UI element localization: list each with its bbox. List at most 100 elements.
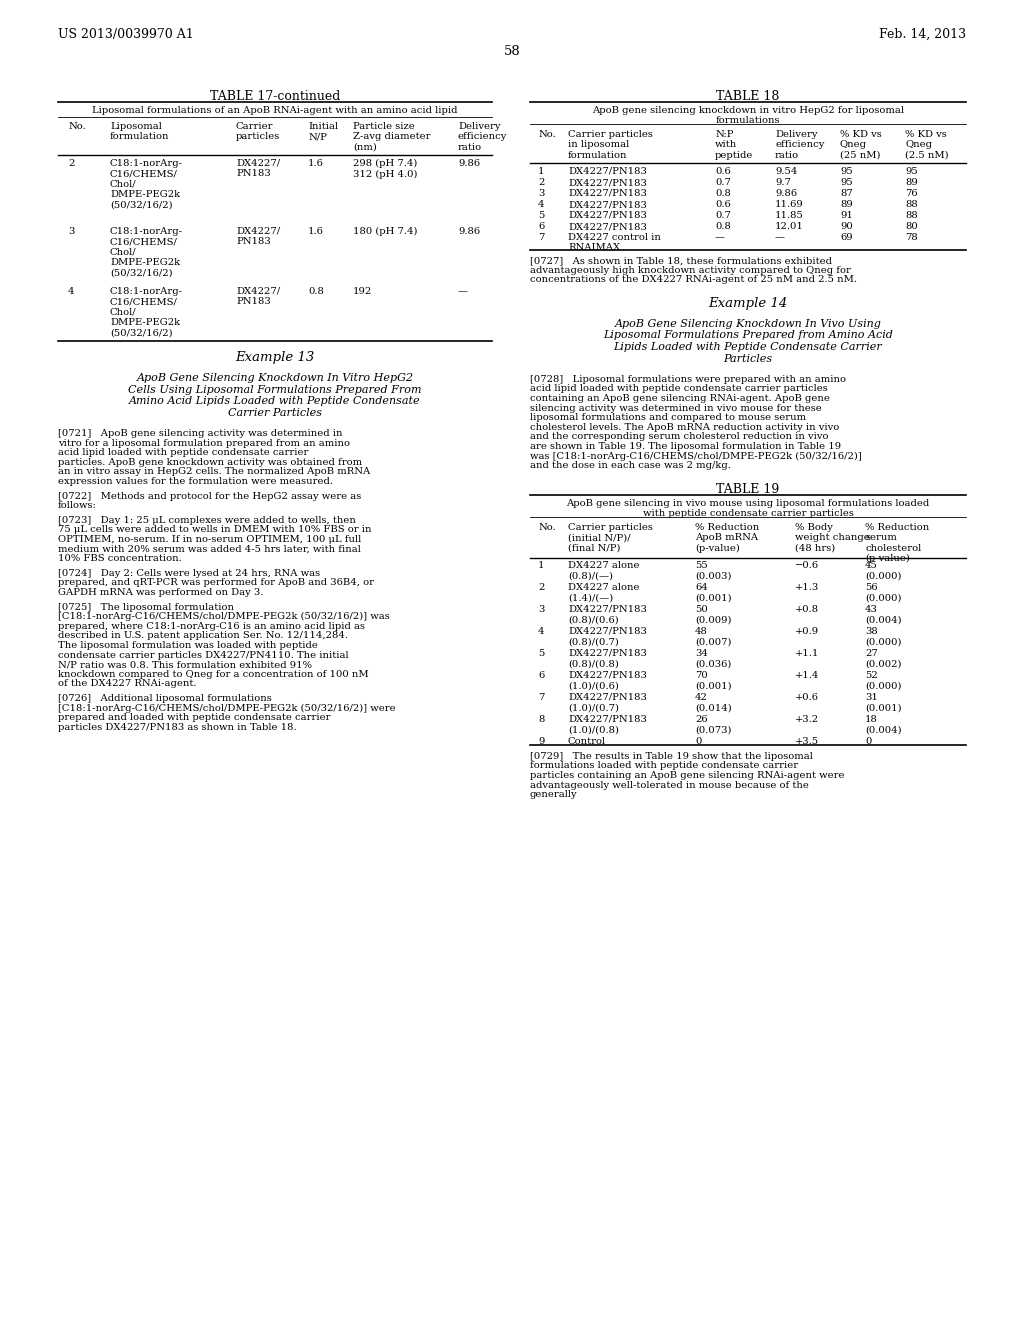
Text: % Body
weight change
(48 hrs): % Body weight change (48 hrs)	[795, 523, 869, 553]
Text: —: —	[715, 234, 725, 242]
Text: DX4227 alone
(0.8)/(—): DX4227 alone (0.8)/(—)	[568, 561, 640, 581]
Text: 0.8: 0.8	[308, 286, 324, 296]
Text: −0.6: −0.6	[795, 561, 819, 570]
Text: +0.9: +0.9	[795, 627, 819, 636]
Text: +1.4: +1.4	[795, 671, 819, 680]
Text: Carrier particles
in liposomal
formulation: Carrier particles in liposomal formulati…	[568, 129, 653, 160]
Text: Example 14: Example 14	[709, 297, 787, 310]
Text: 80: 80	[905, 222, 918, 231]
Text: +3.2: +3.2	[795, 715, 819, 723]
Text: 42
(0.014): 42 (0.014)	[695, 693, 732, 713]
Text: 4: 4	[538, 627, 545, 636]
Text: 1: 1	[538, 561, 545, 570]
Text: Carrier particles
(initial N/P)/
(final N/P): Carrier particles (initial N/P)/ (final …	[568, 523, 653, 553]
Text: % KD vs
Qneg
(2.5 nM): % KD vs Qneg (2.5 nM)	[905, 129, 948, 160]
Text: —: —	[458, 286, 468, 296]
Text: 38
(0.000): 38 (0.000)	[865, 627, 901, 647]
Text: TABLE 17-continued: TABLE 17-continued	[210, 90, 340, 103]
Text: [0728]   Liposomal formulations were prepared with an amino: [0728] Liposomal formulations were prepa…	[530, 375, 846, 384]
Text: —: —	[775, 234, 785, 242]
Text: 7: 7	[538, 234, 545, 242]
Text: TABLE 19: TABLE 19	[717, 483, 779, 496]
Text: 180 (pH 7.4): 180 (pH 7.4)	[353, 227, 418, 236]
Text: Liposomal formulations of an ApoB RNAi-agent with an amino acid lipid: Liposomal formulations of an ApoB RNAi-a…	[92, 106, 458, 115]
Text: DX4227/PN183: DX4227/PN183	[568, 189, 647, 198]
Text: 0: 0	[695, 737, 701, 746]
Text: 87: 87	[840, 189, 853, 198]
Text: 12.01: 12.01	[775, 222, 804, 231]
Text: 34
(0.036): 34 (0.036)	[695, 649, 731, 668]
Text: 70
(0.001): 70 (0.001)	[695, 671, 731, 690]
Text: DX4227/
PN183: DX4227/ PN183	[236, 227, 281, 247]
Text: 55
(0.003): 55 (0.003)	[695, 561, 731, 581]
Text: ApoB Gene Silencing Knockdown In Vitro HepG2
Cells Using Liposomal Formulations : ApoB Gene Silencing Knockdown In Vitro H…	[128, 374, 422, 418]
Text: 88: 88	[905, 201, 918, 209]
Text: 75 μL cells were added to wells in DMEM with 10% FBS or in: 75 μL cells were added to wells in DMEM …	[58, 525, 372, 535]
Text: generally: generally	[530, 791, 578, 799]
Text: Delivery
efficiency
ratio: Delivery efficiency ratio	[458, 121, 507, 152]
Text: DX4227/PN183: DX4227/PN183	[568, 211, 647, 220]
Text: GAPDH mRNA was performed on Day 3.: GAPDH mRNA was performed on Day 3.	[58, 587, 263, 597]
Text: [0721]   ApoB gene silencing activity was determined in: [0721] ApoB gene silencing activity was …	[58, 429, 342, 438]
Text: DX4227/PN183: DX4227/PN183	[568, 201, 647, 209]
Text: 2: 2	[538, 583, 545, 591]
Text: % Reduction
ApoB mRNA
(p-value): % Reduction ApoB mRNA (p-value)	[695, 523, 759, 553]
Text: No.: No.	[68, 121, 86, 131]
Text: containing an ApoB gene silencing RNAi-agent. ApoB gene: containing an ApoB gene silencing RNAi-a…	[530, 393, 829, 403]
Text: ApoB gene silencing in vivo mouse using liposomal formulations loaded: ApoB gene silencing in vivo mouse using …	[566, 499, 930, 508]
Text: 18
(0.004): 18 (0.004)	[865, 715, 901, 734]
Text: 0.8: 0.8	[715, 189, 731, 198]
Text: DX4227/
PN183: DX4227/ PN183	[236, 158, 281, 178]
Text: [0727]   As shown in Table 18, these formulations exhibited: [0727] As shown in Table 18, these formu…	[530, 256, 831, 265]
Text: prepared and loaded with peptide condensate carrier: prepared and loaded with peptide condens…	[58, 713, 331, 722]
Text: C18:1-norArg-
C16/CHEMS/
Chol/
DMPE-PEG2k
(50/32/16/2): C18:1-norArg- C16/CHEMS/ Chol/ DMPE-PEG2…	[110, 286, 183, 338]
Text: 95: 95	[905, 168, 918, 176]
Text: with peptide condensate carrier particles: with peptide condensate carrier particle…	[643, 508, 853, 517]
Text: 6: 6	[538, 671, 544, 680]
Text: expression values for the formulation were measured.: expression values for the formulation we…	[58, 477, 333, 486]
Text: 0.6: 0.6	[715, 201, 731, 209]
Text: 7: 7	[538, 693, 545, 702]
Text: [0725]   The liposomal formulation: [0725] The liposomal formulation	[58, 603, 234, 611]
Text: 56
(0.000): 56 (0.000)	[865, 583, 901, 602]
Text: knockdown compared to Qneg for a concentration of 100 nM: knockdown compared to Qneg for a concent…	[58, 669, 369, 678]
Text: 27
(0.002): 27 (0.002)	[865, 649, 901, 668]
Text: 6: 6	[538, 222, 544, 231]
Text: DX4227 control in
RNAIMAX: DX4227 control in RNAIMAX	[568, 234, 660, 252]
Text: 9.86: 9.86	[458, 227, 480, 236]
Text: [0724]   Day 2: Cells were lysed at 24 hrs, RNA was: [0724] Day 2: Cells were lysed at 24 hrs…	[58, 569, 321, 578]
Text: 89: 89	[840, 201, 853, 209]
Text: [0723]   Day 1: 25 μL complexes were added to wells, then: [0723] Day 1: 25 μL complexes were added…	[58, 516, 356, 525]
Text: [0729]   The results in Table 19 show that the liposomal: [0729] The results in Table 19 show that…	[530, 752, 813, 760]
Text: described in U.S. patent application Ser. No. 12/114,284.: described in U.S. patent application Ser…	[58, 631, 348, 640]
Text: silencing activity was determined in vivo mouse for these: silencing activity was determined in viv…	[530, 404, 821, 413]
Text: and the dose in each case was 2 mg/kg.: and the dose in each case was 2 mg/kg.	[530, 461, 731, 470]
Text: No.: No.	[538, 523, 556, 532]
Text: 5: 5	[538, 649, 545, 657]
Text: 76: 76	[905, 189, 918, 198]
Text: [0722]   Methods and protocol for the HepG2 assay were as: [0722] Methods and protocol for the HepG…	[58, 491, 361, 500]
Text: 90: 90	[840, 222, 853, 231]
Text: DX4227/PN183
(0.8)/(0.6): DX4227/PN183 (0.8)/(0.6)	[568, 605, 647, 624]
Text: 9.86: 9.86	[458, 158, 480, 168]
Text: DX4227/PN183
(1.0)/(0.7): DX4227/PN183 (1.0)/(0.7)	[568, 693, 647, 713]
Text: 3: 3	[538, 189, 545, 198]
Text: concentrations of the DX4227 RNAi-agent of 25 nM and 2.5 nM.: concentrations of the DX4227 RNAi-agent …	[530, 275, 857, 284]
Text: ApoB gene silencing knockdown in vitro HepG2 for liposomal: ApoB gene silencing knockdown in vitro H…	[592, 106, 904, 115]
Text: 10% FBS concentration.: 10% FBS concentration.	[58, 554, 181, 564]
Text: liposomal formulations and compared to mouse serum: liposomal formulations and compared to m…	[530, 413, 806, 422]
Text: prepared, where C18:1-norArg-C16 is an amino acid lipid as: prepared, where C18:1-norArg-C16 is an a…	[58, 622, 365, 631]
Text: follows:: follows:	[58, 502, 97, 511]
Text: TABLE 18: TABLE 18	[717, 90, 779, 103]
Text: 1.6: 1.6	[308, 158, 324, 168]
Text: 9: 9	[538, 737, 545, 746]
Text: 58: 58	[504, 45, 520, 58]
Text: 89: 89	[905, 178, 918, 187]
Text: US 2013/0039970 A1: US 2013/0039970 A1	[58, 28, 194, 41]
Text: DX4227/PN183: DX4227/PN183	[568, 168, 647, 176]
Text: 9.7: 9.7	[775, 178, 791, 187]
Text: particles DX4227/PN183 as shown in Table 18.: particles DX4227/PN183 as shown in Table…	[58, 723, 297, 731]
Text: % Reduction
serum
cholesterol
(p-value): % Reduction serum cholesterol (p-value)	[865, 523, 929, 564]
Text: was [C18:1-norArg-C16/CHEMS/chol/DMPE-PEG2k (50/32/16/2)]: was [C18:1-norArg-C16/CHEMS/chol/DMPE-PE…	[530, 451, 862, 461]
Text: 11.69: 11.69	[775, 201, 804, 209]
